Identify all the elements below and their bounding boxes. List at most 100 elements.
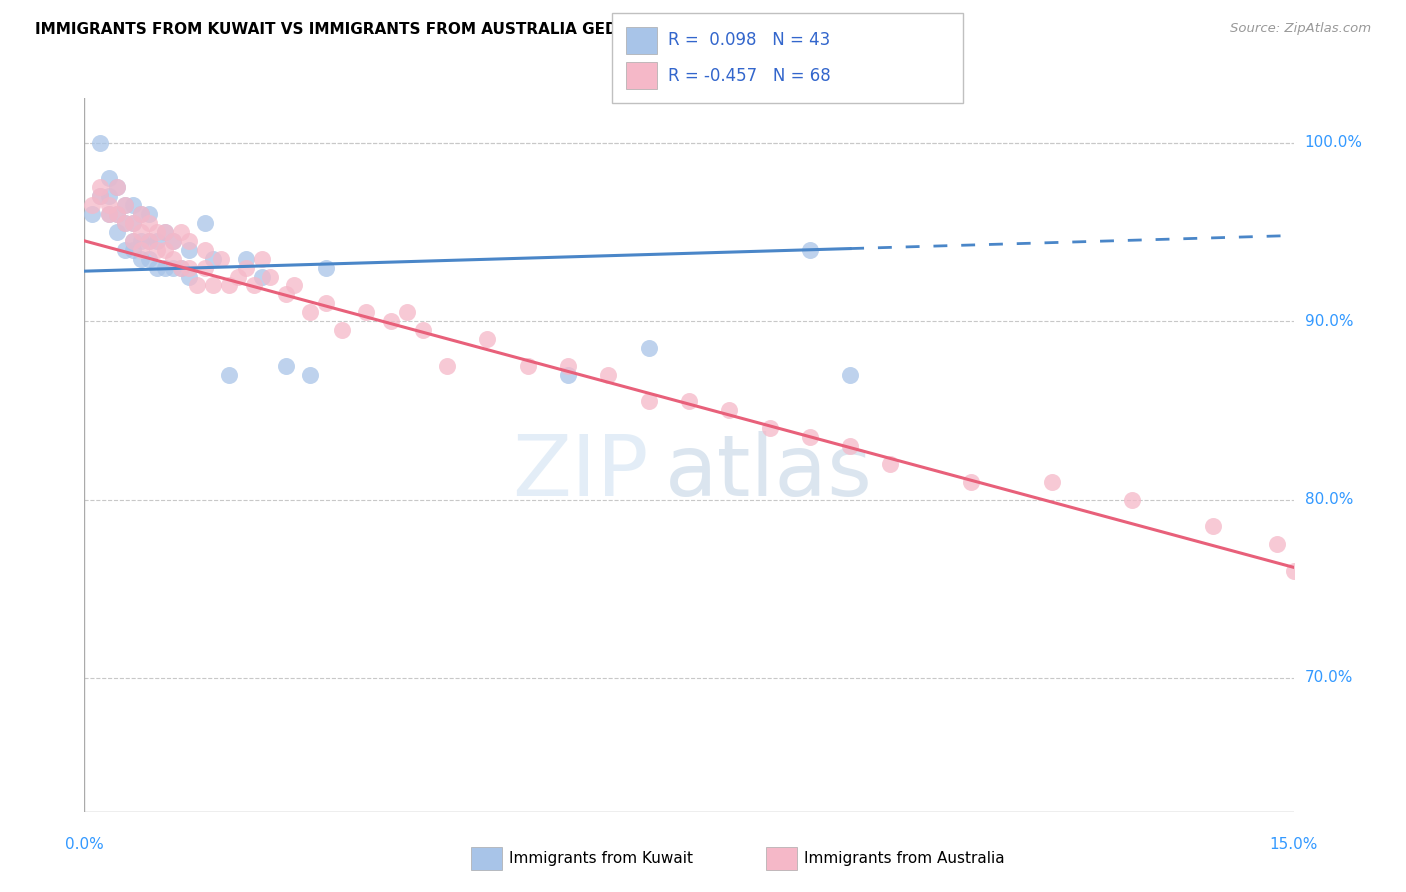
Point xyxy=(121,216,143,230)
Point xyxy=(89,136,111,150)
Point xyxy=(146,243,169,257)
Point xyxy=(129,207,152,221)
Point xyxy=(218,278,240,293)
Point xyxy=(97,189,120,203)
Point xyxy=(839,439,862,453)
Point xyxy=(105,180,128,194)
Point xyxy=(202,252,225,266)
Text: Immigrants from Australia: Immigrants from Australia xyxy=(804,851,1005,865)
Point xyxy=(202,278,225,293)
Point xyxy=(799,243,821,257)
Point xyxy=(121,234,143,248)
Point xyxy=(97,171,120,186)
Point xyxy=(226,269,249,284)
Point xyxy=(678,394,700,409)
Point xyxy=(1040,475,1063,489)
Point xyxy=(114,216,136,230)
Text: 0.0%: 0.0% xyxy=(65,837,104,852)
Point xyxy=(274,287,297,301)
Point xyxy=(97,207,120,221)
Point xyxy=(138,234,160,248)
Point xyxy=(121,234,143,248)
Point xyxy=(153,243,176,257)
Point xyxy=(1202,519,1225,533)
Point xyxy=(356,305,378,319)
Point xyxy=(412,323,434,337)
Point xyxy=(170,260,193,275)
Point xyxy=(121,216,143,230)
Point xyxy=(380,314,402,328)
Text: Immigrants from Kuwait: Immigrants from Kuwait xyxy=(509,851,693,865)
Point xyxy=(89,189,111,203)
Text: ZIP: ZIP xyxy=(512,431,648,515)
Point xyxy=(162,234,184,248)
Point xyxy=(637,394,659,409)
Point xyxy=(218,368,240,382)
Point xyxy=(758,421,780,435)
Point xyxy=(82,207,104,221)
Point xyxy=(516,359,538,373)
Point xyxy=(209,252,232,266)
Point xyxy=(194,243,217,257)
Point xyxy=(557,359,579,373)
Point xyxy=(121,198,143,212)
Point xyxy=(1282,564,1305,578)
Point xyxy=(129,243,152,257)
Point xyxy=(121,243,143,257)
Point xyxy=(97,198,120,212)
Point xyxy=(598,368,620,382)
Point xyxy=(250,269,273,284)
Point xyxy=(114,243,136,257)
Point xyxy=(114,198,136,212)
Text: atlas: atlas xyxy=(665,431,873,515)
Point xyxy=(1267,537,1289,551)
Point xyxy=(315,296,337,310)
Point xyxy=(283,278,305,293)
Point xyxy=(179,243,201,257)
Point xyxy=(138,234,160,248)
Text: Source: ZipAtlas.com: Source: ZipAtlas.com xyxy=(1230,22,1371,36)
Point xyxy=(839,368,862,382)
Point xyxy=(799,430,821,444)
Point xyxy=(162,234,184,248)
Point xyxy=(138,207,160,221)
Point xyxy=(235,260,257,275)
Point xyxy=(557,368,579,382)
Point xyxy=(637,341,659,355)
Point xyxy=(162,260,184,275)
Point xyxy=(129,234,152,248)
Text: 15.0%: 15.0% xyxy=(1270,837,1317,852)
Point xyxy=(114,198,136,212)
Point xyxy=(259,269,281,284)
Point xyxy=(153,225,176,239)
Point xyxy=(194,260,217,275)
Point xyxy=(330,323,353,337)
Point xyxy=(114,216,136,230)
Point xyxy=(179,260,201,275)
Point xyxy=(153,260,176,275)
Point xyxy=(436,359,458,373)
Text: 70.0%: 70.0% xyxy=(1305,671,1353,685)
Point xyxy=(299,368,322,382)
Point xyxy=(146,225,169,239)
Point xyxy=(129,207,152,221)
Point xyxy=(105,225,128,239)
Point xyxy=(718,403,741,417)
Point xyxy=(129,225,152,239)
Point xyxy=(235,252,257,266)
Text: R =  0.098   N = 43: R = 0.098 N = 43 xyxy=(668,31,830,49)
Point xyxy=(153,225,176,239)
Point xyxy=(105,207,128,221)
Point xyxy=(179,234,201,248)
Point xyxy=(170,260,193,275)
Point xyxy=(186,278,208,293)
Point xyxy=(82,198,104,212)
Point xyxy=(274,359,297,373)
Point xyxy=(477,332,499,346)
Point xyxy=(97,207,120,221)
Point xyxy=(129,252,152,266)
Point xyxy=(89,180,111,194)
Text: R = -0.457   N = 68: R = -0.457 N = 68 xyxy=(668,67,831,85)
Point xyxy=(1121,492,1143,507)
Point xyxy=(179,269,201,284)
